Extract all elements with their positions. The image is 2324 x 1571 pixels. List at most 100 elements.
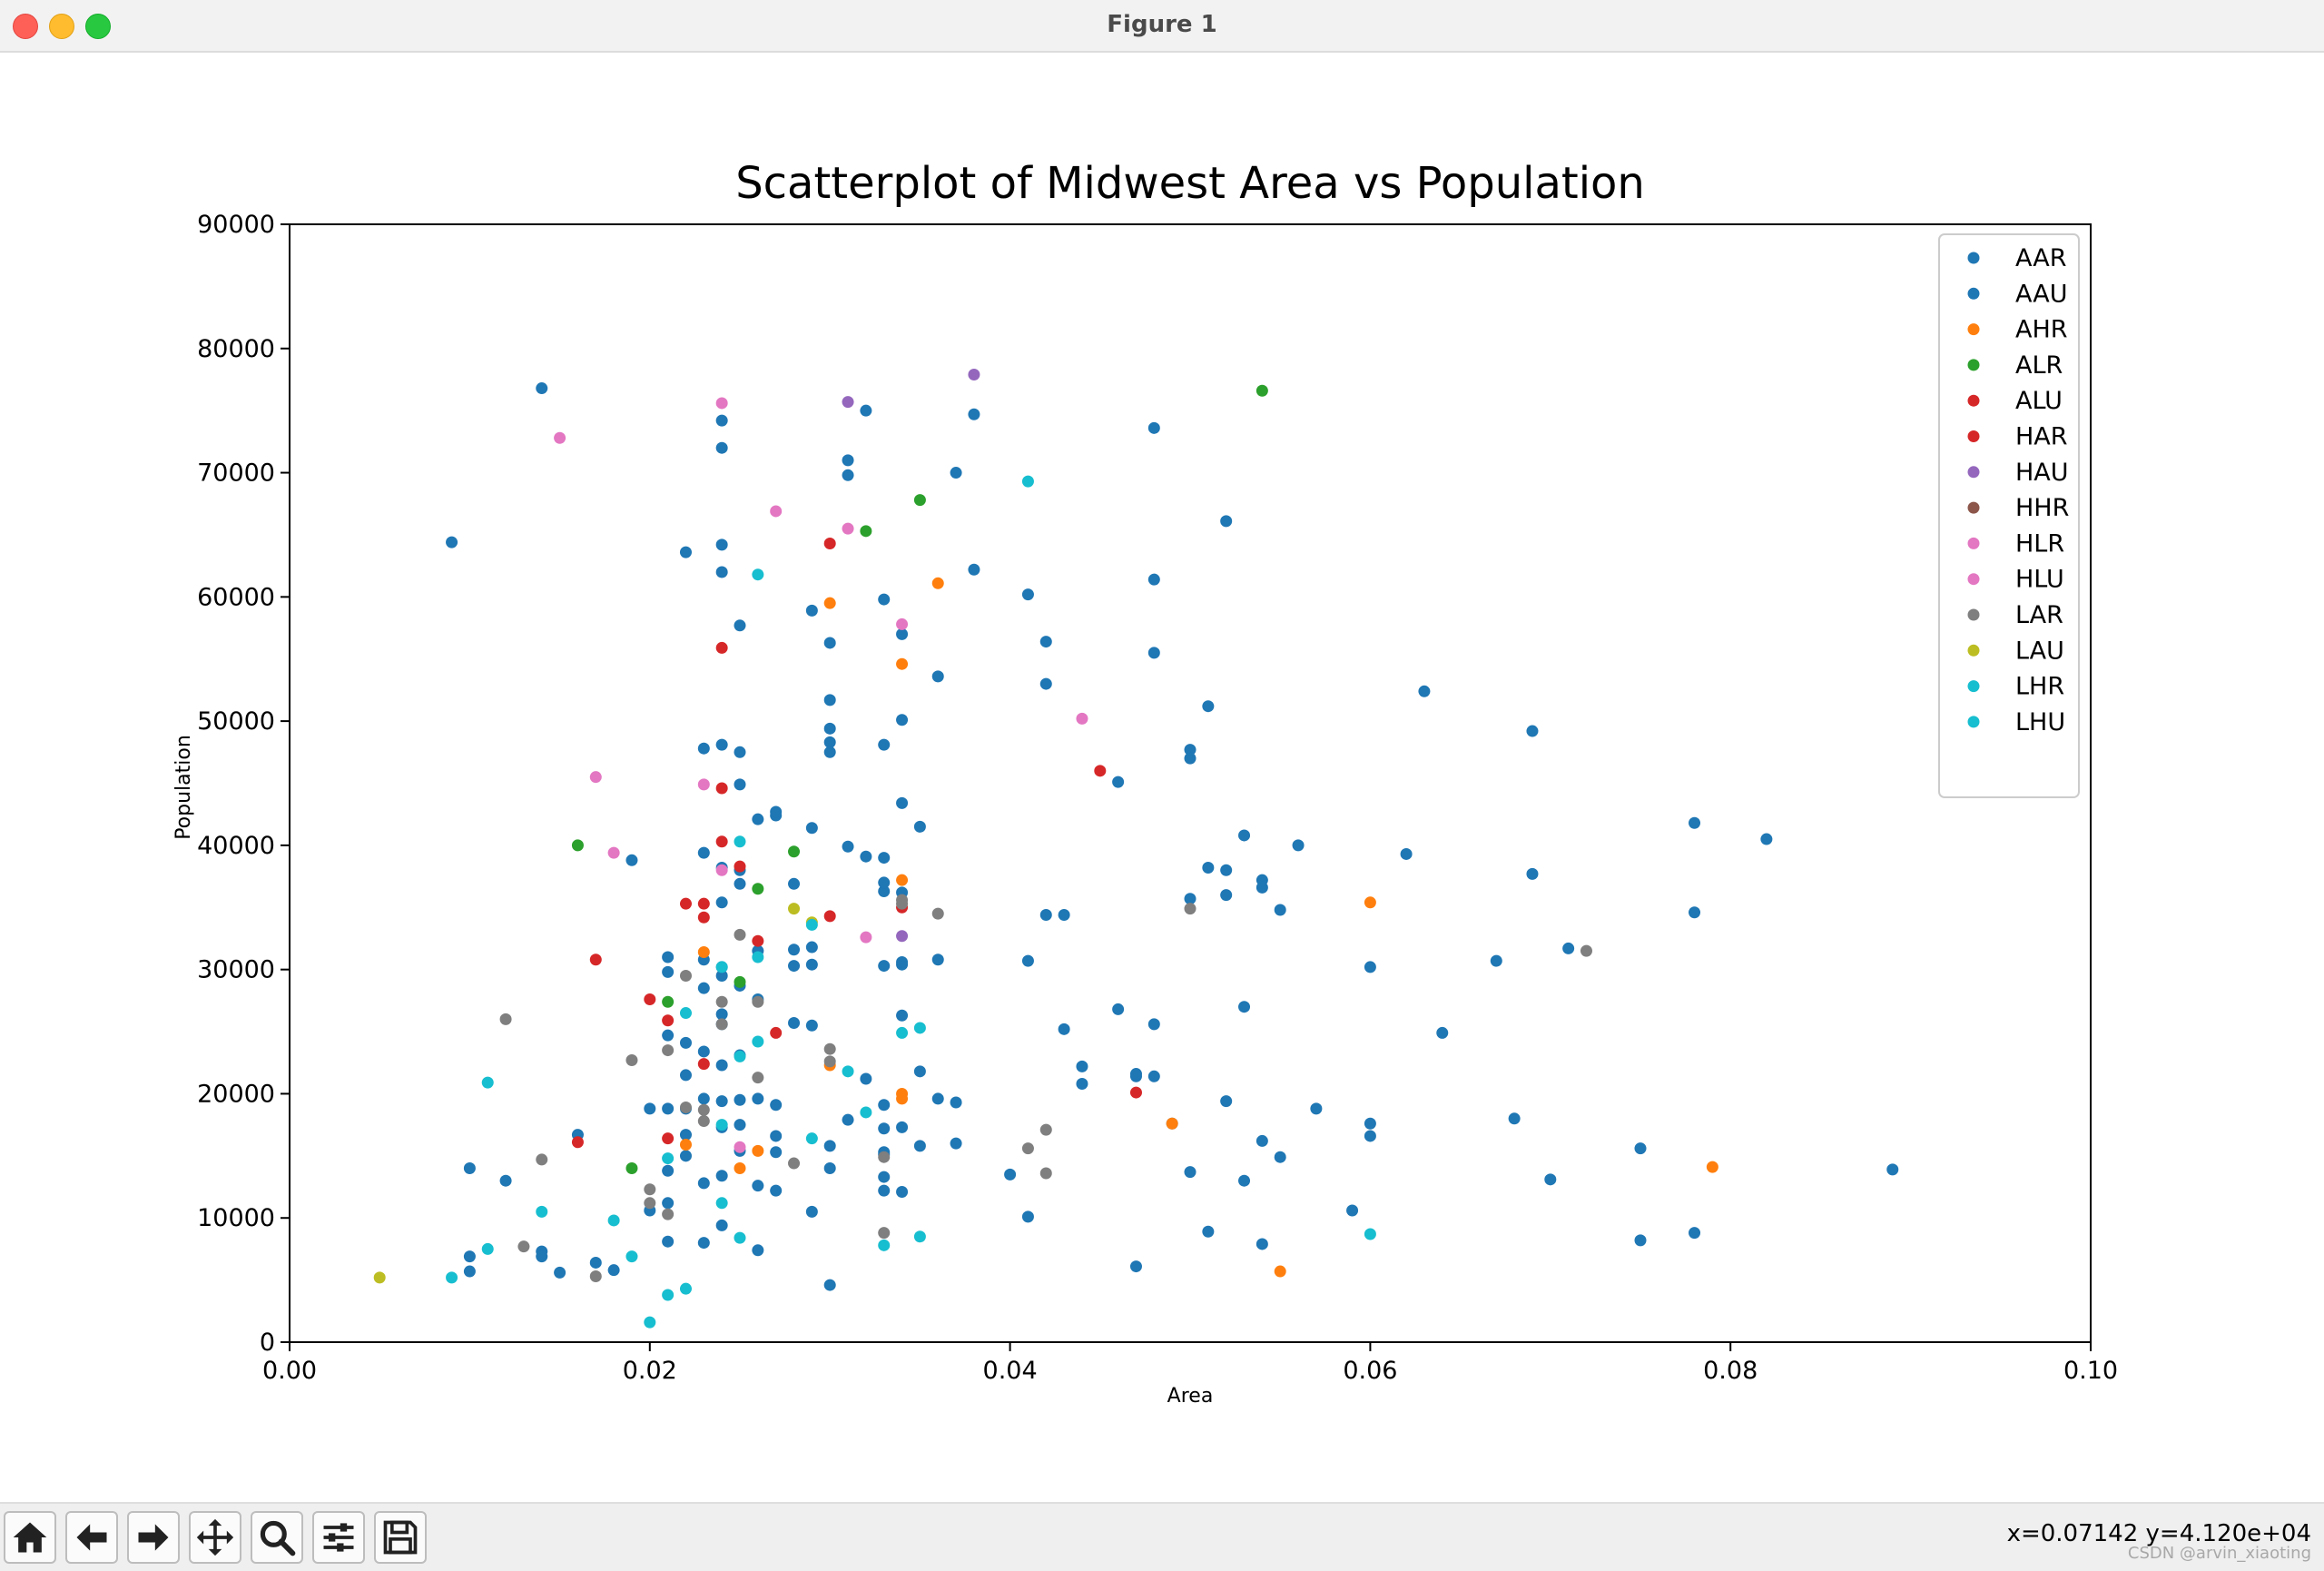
- data-point-aar: [788, 960, 801, 973]
- save-icon: [383, 1520, 418, 1555]
- data-point-hau: [968, 369, 980, 381]
- close-window-button[interactable]: [13, 14, 38, 39]
- x-tick-label: 0.08: [1703, 1357, 1758, 1385]
- data-point-hlr: [554, 431, 566, 444]
- data-point-aar: [913, 1065, 926, 1078]
- data-point-aar: [878, 876, 891, 889]
- data-point-aar: [734, 1119, 746, 1131]
- maximize-window-button[interactable]: [85, 14, 111, 39]
- data-point-aar: [1058, 908, 1070, 921]
- data-point-hlr: [842, 522, 854, 535]
- legend-label-hlu: HLU: [2015, 566, 2064, 594]
- data-point-lhr: [1021, 475, 1034, 488]
- data-point-aar: [823, 722, 836, 735]
- data-point-lar: [788, 1157, 801, 1170]
- data-point-aar: [770, 1146, 783, 1159]
- data-point-aar: [734, 746, 746, 758]
- data-point-alr: [662, 995, 675, 1008]
- data-point-aar: [662, 1235, 675, 1248]
- data-point-lar: [517, 1240, 530, 1253]
- x-axis-ticks: 0.00 0.02 0.04 0.06 0.08 0.10: [262, 1342, 2118, 1385]
- data-point-aar: [1202, 1225, 1215, 1238]
- data-point-ahr: [1706, 1161, 1718, 1173]
- data-point-aar: [554, 1266, 566, 1279]
- data-point-aar: [1147, 647, 1160, 659]
- data-point-aar: [1129, 1068, 1142, 1081]
- data-point-aar: [788, 944, 801, 956]
- data-point-lhr: [679, 1007, 692, 1020]
- data-point-aar: [662, 1197, 675, 1210]
- data-point-ahr: [896, 1092, 909, 1105]
- data-point-aar: [734, 1093, 746, 1106]
- data-point-alu: [644, 993, 656, 1005]
- data-point-aar: [950, 1096, 962, 1109]
- data-point-aar: [1220, 889, 1233, 902]
- arrow-right-icon: [138, 1524, 169, 1551]
- data-point-ahr: [734, 1162, 746, 1175]
- data-point-lhr: [715, 1197, 728, 1210]
- pan-button[interactable]: [189, 1511, 241, 1564]
- minimize-window-button[interactable]: [49, 14, 74, 39]
- save-button[interactable]: [374, 1511, 427, 1564]
- data-point-lhr: [913, 1022, 926, 1034]
- data-point-aar: [1112, 776, 1125, 788]
- data-point-aar: [896, 796, 909, 809]
- data-point-alu: [715, 782, 728, 795]
- data-point-aar: [446, 536, 458, 548]
- data-point-aar: [463, 1162, 476, 1175]
- data-point-aar: [1292, 839, 1305, 852]
- home-button[interactable]: [4, 1511, 56, 1564]
- data-point-lhr: [662, 1289, 675, 1301]
- data-point-aar: [715, 970, 728, 983]
- data-point-alu: [823, 538, 836, 550]
- data-point-lhr: [842, 1065, 854, 1078]
- data-point-aar: [805, 958, 818, 971]
- data-point-aar: [823, 1140, 836, 1152]
- data-point-aar: [896, 955, 909, 968]
- data-point-aar: [463, 1250, 476, 1263]
- legend-marker-alr: [1967, 359, 1980, 371]
- window-title: Figure 1: [1107, 11, 1217, 38]
- data-point-aar: [697, 1177, 710, 1190]
- data-point-aar: [662, 1029, 675, 1042]
- data-point-aar: [1112, 1003, 1125, 1015]
- data-point-aar: [1274, 1151, 1286, 1163]
- data-point-alu: [1129, 1086, 1142, 1099]
- data-point-aar: [752, 1092, 764, 1105]
- data-point-aar: [1256, 1238, 1268, 1250]
- configure-subplots-button[interactable]: [312, 1511, 365, 1564]
- data-point-alu: [823, 910, 836, 923]
- legend-label-hlr: HLR: [2015, 529, 2064, 558]
- data-point-aar: [697, 1092, 710, 1105]
- data-point-lhr: [878, 1239, 891, 1251]
- data-point-aar: [878, 738, 891, 751]
- data-point-alr: [1256, 384, 1268, 397]
- legend-marker-lar: [1967, 608, 1980, 621]
- y-tick-label: 20000: [197, 1080, 275, 1108]
- data-point-aar: [715, 566, 728, 578]
- data-point-aar: [1076, 1078, 1088, 1091]
- data-point-lau: [788, 903, 801, 915]
- data-point-lhr: [481, 1242, 494, 1255]
- data-point-aar: [715, 1170, 728, 1182]
- data-point-aar: [1202, 862, 1215, 874]
- data-point-lar: [878, 1151, 891, 1163]
- back-button[interactable]: [65, 1511, 118, 1564]
- data-point-hlr: [734, 1141, 746, 1153]
- data-point-aar: [715, 1095, 728, 1108]
- data-point-aar: [1004, 1168, 1017, 1181]
- data-point-aar: [752, 813, 764, 825]
- data-point-aar: [1147, 1070, 1160, 1082]
- data-point-lar: [499, 1013, 512, 1025]
- arrow-left-icon: [76, 1524, 107, 1551]
- data-point-aar: [697, 1237, 710, 1250]
- y-axis-label: Population: [172, 735, 195, 840]
- zoom-button[interactable]: [251, 1511, 303, 1564]
- data-point-aar: [715, 1059, 728, 1072]
- forward-button[interactable]: [127, 1511, 180, 1564]
- figure-canvas[interactable]: Scatterplot of Midwest Area vs Populatio…: [0, 53, 2324, 1502]
- data-point-lar: [823, 1055, 836, 1068]
- data-point-lar: [752, 1072, 764, 1084]
- legend-marker-lau: [1967, 644, 1980, 657]
- data-point-lar: [715, 1018, 728, 1031]
